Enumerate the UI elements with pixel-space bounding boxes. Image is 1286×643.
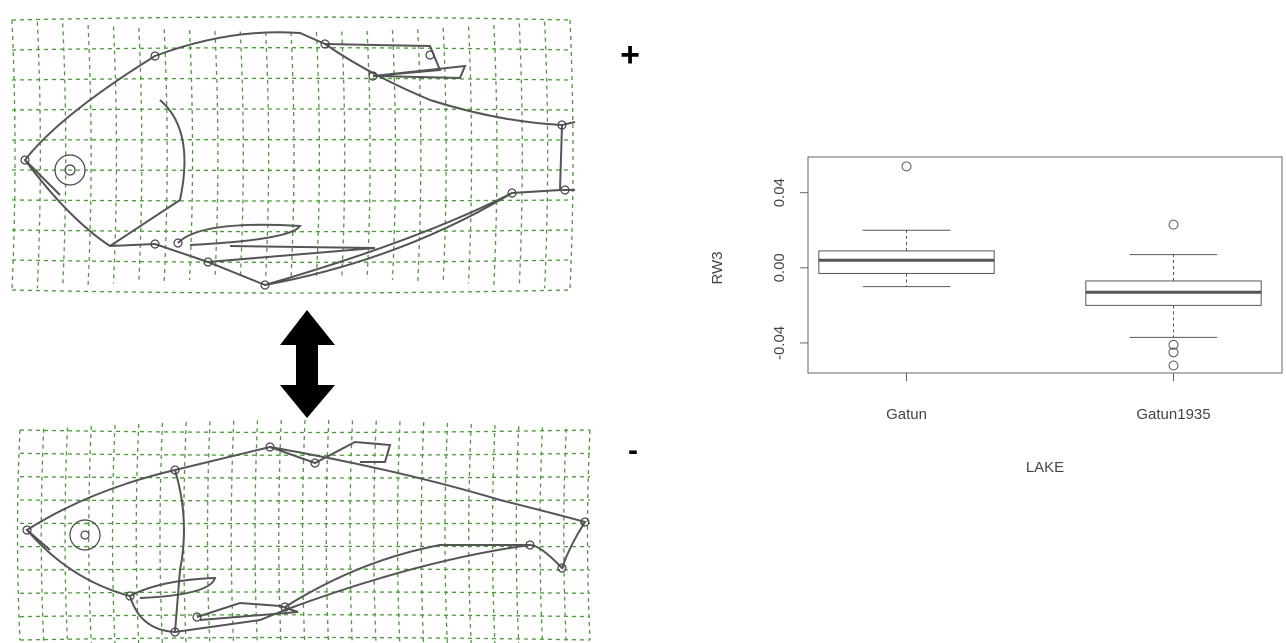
grid-line-v [586, 429, 591, 641]
grid-line-v [112, 26, 118, 284]
grid-line-v [64, 427, 69, 643]
grid-line-h [19, 636, 591, 641]
grid-line-v [420, 422, 425, 643]
grid-line-v [366, 30, 371, 280]
y-axis-label: RW3 [709, 251, 726, 284]
grid-line-v [214, 30, 219, 280]
grid-line-v [349, 420, 354, 643]
box [818, 250, 995, 274]
grid-line-v [88, 426, 92, 643]
grid-line-v [444, 422, 449, 643]
grid-line-v [325, 420, 330, 643]
fish-minus [22, 440, 590, 637]
outlier [1168, 339, 1179, 350]
grid-line-v [518, 23, 523, 287]
grid-line-v [111, 424, 116, 643]
grid-line-h [19, 591, 591, 594]
grid-line-v [206, 421, 211, 643]
x-axis-label: LAKE [1026, 459, 1064, 476]
grid-line-v [493, 24, 498, 286]
grid-line-h [11, 229, 571, 233]
grid-line-v [417, 29, 422, 281]
grid-line-h [19, 429, 591, 434]
grid-line-h [19, 499, 591, 502]
grid-line-h [19, 452, 591, 456]
double-arrow [280, 310, 335, 418]
grid-line-v [491, 424, 496, 643]
grid-line-h [11, 47, 571, 51]
grid-line-h [19, 614, 591, 618]
grid-line-v [254, 420, 259, 643]
grid-line-v [467, 26, 473, 284]
grid-line-v [62, 23, 67, 287]
grid-line-v [230, 420, 235, 643]
grid-line-v [159, 422, 164, 643]
deformation-grids [11, 16, 591, 643]
grid-line-h [11, 289, 571, 294]
grid-line-v [341, 31, 346, 279]
grid-line-h [19, 568, 591, 571]
grid-line-v [468, 423, 472, 643]
x-tick-label: Gatun1935 [1136, 406, 1210, 423]
grid-line-v [16, 429, 21, 641]
plus-sign: + [620, 36, 640, 74]
grid-line-v [373, 420, 377, 643]
grid-line-v [87, 24, 92, 286]
grid-line-h [11, 77, 571, 81]
grid-line-v [543, 21, 549, 289]
grid-line-h [19, 476, 591, 479]
grid-line-v [40, 428, 45, 642]
y-tick-label: 0.04 [771, 178, 788, 207]
plot-frame [807, 156, 1283, 374]
grid-line-v [11, 19, 16, 291]
grid-line-v [290, 31, 295, 279]
outlier [1168, 219, 1179, 230]
grid-line-v [315, 31, 321, 279]
outlier [1168, 360, 1179, 371]
grid-line-v [569, 19, 574, 291]
grid-line-v [278, 420, 282, 643]
grid-line-h [11, 16, 571, 21]
outlier [1168, 347, 1179, 358]
grid-line-v [539, 427, 544, 643]
grid-line-v [188, 30, 194, 280]
grid-line-v [163, 29, 168, 281]
y-tick-label: 0.00 [771, 253, 788, 282]
outlier [901, 161, 912, 172]
grid-line-h [11, 108, 571, 111]
grid-line-v [239, 31, 244, 279]
grid-line-v [442, 27, 447, 283]
grid-line-h [11, 199, 571, 202]
x-tick-label: Gatun [886, 406, 927, 423]
minus-sign: - [628, 434, 638, 467]
grid-line-v [515, 426, 520, 643]
grid-line-v [36, 21, 42, 289]
grid-line-v [264, 31, 270, 279]
grid-line-v [563, 428, 567, 642]
grid-line-h [11, 259, 571, 263]
grid-line-v [301, 419, 306, 643]
grid-line-v [135, 423, 140, 643]
fish-plus [20, 31, 576, 290]
y-tick-label: -0.04 [771, 326, 788, 360]
grid-line-v [396, 421, 401, 643]
